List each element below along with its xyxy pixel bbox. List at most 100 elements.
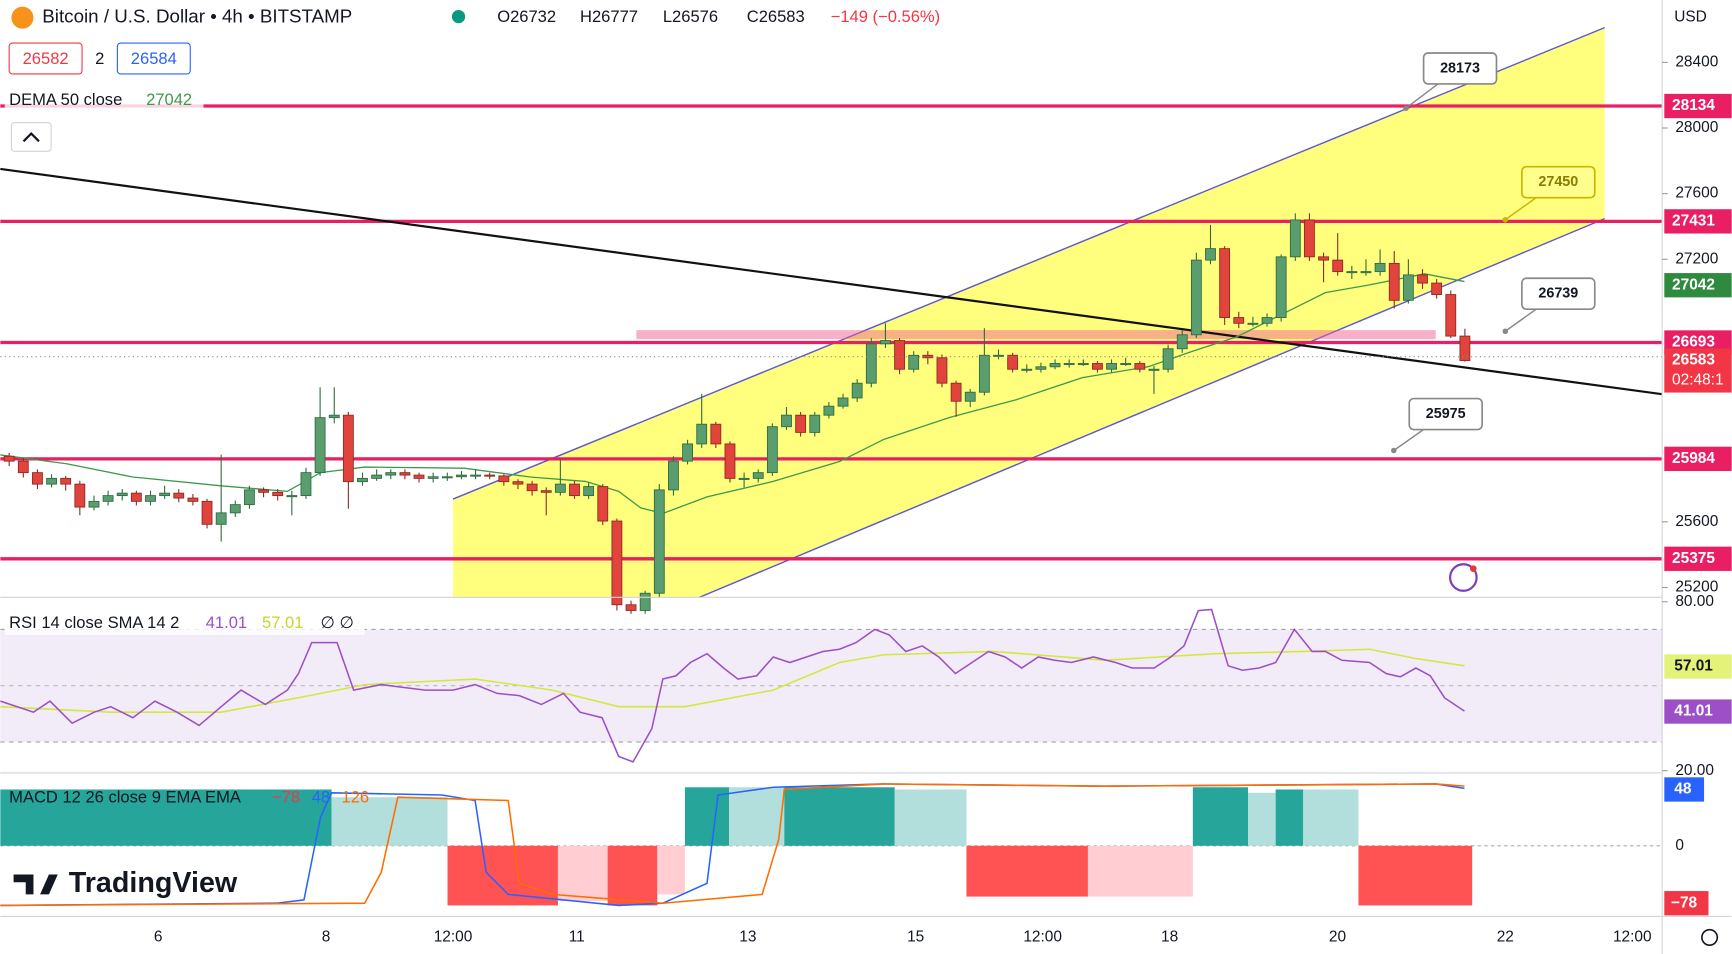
quote-item: C26583	[747, 7, 805, 26]
alert-icon[interactable]	[1449, 563, 1478, 592]
candle-body	[342, 414, 354, 483]
hist-block	[839, 787, 895, 846]
candle-body	[1063, 363, 1075, 366]
candle-body	[328, 414, 340, 419]
rsi-sma-line	[0, 648, 1465, 713]
candle-body	[554, 483, 566, 493]
callout-anchor	[1502, 216, 1509, 223]
level-tag	[1664, 93, 1732, 119]
level-label: 26693	[1672, 334, 1715, 351]
hist-block	[684, 787, 730, 846]
candle-body	[1134, 363, 1146, 370]
macd-label: MACD 12 26 close 9 EMA EMA	[9, 788, 241, 807]
price-axis	[1662, 0, 1732, 954]
candle-body	[766, 426, 778, 474]
channel-lower	[698, 217, 1605, 599]
candle-body	[1021, 368, 1033, 371]
candle-body	[738, 477, 750, 480]
rsi-tick-label: 80.00	[1675, 593, 1714, 610]
candle-body	[710, 423, 722, 445]
rsi-tag	[1664, 699, 1732, 724]
quote-item: −149 (−0.56%)	[831, 7, 940, 26]
candle-body	[314, 417, 326, 474]
y-tick-label: 28400	[1675, 53, 1718, 70]
candle-body	[484, 474, 496, 477]
sell-button[interactable]	[8, 42, 83, 75]
candle-body	[978, 354, 990, 393]
dema-tag-label: 27042	[1672, 276, 1715, 293]
candle-body	[427, 476, 439, 479]
candle-body	[837, 397, 849, 407]
candle-body	[682, 443, 693, 462]
currency: USD	[1674, 9, 1707, 26]
callout-pointer	[1504, 197, 1537, 221]
candle-body	[540, 490, 552, 493]
collapse-button[interactable]	[10, 122, 52, 152]
countdown: 02:48:1	[1672, 371, 1724, 388]
candle-body	[1374, 262, 1386, 273]
legend-bg	[4, 610, 365, 635]
candle-body	[950, 382, 962, 402]
candle-body	[1275, 256, 1287, 318]
candle-body	[371, 474, 383, 479]
candle-body	[3, 455, 15, 462]
callout-pointer	[1393, 428, 1425, 452]
candle-body	[399, 472, 411, 476]
candle-body	[1219, 248, 1231, 318]
level-label: 27431	[1672, 212, 1715, 229]
candle-body	[1431, 282, 1443, 296]
x-tick-label: 12:00	[1613, 929, 1652, 946]
candle-body	[894, 340, 905, 370]
candle-body	[32, 472, 43, 485]
candle-body	[215, 512, 227, 525]
candle-body	[526, 483, 538, 492]
hist-block	[1358, 845, 1473, 906]
macd-hist-tag	[1664, 891, 1709, 916]
x-tick-label: 22	[1497, 929, 1514, 946]
callout-pointer	[1405, 83, 1439, 109]
candle-body	[880, 340, 891, 345]
candle-body	[1417, 274, 1428, 284]
hist-block	[657, 845, 685, 895]
y-tick-label: 27200	[1675, 250, 1718, 267]
candle-body	[244, 489, 255, 506]
buy-button[interactable]	[116, 42, 191, 75]
y-tick-label: 25200	[1675, 579, 1718, 596]
hist-block	[729, 787, 785, 846]
spread: 2	[95, 49, 104, 68]
candle-body	[851, 382, 863, 399]
candle-body	[1304, 219, 1315, 258]
macd-hist-tag-label: −78	[1671, 894, 1698, 911]
candle-body	[173, 492, 185, 499]
candle-body	[102, 495, 114, 502]
x-tick-label: 12:00	[434, 929, 473, 946]
dema-label: DEMA 50 close	[9, 90, 122, 109]
rsi-tick-label: 20.00	[1675, 762, 1714, 779]
settings-icon[interactable]	[1701, 928, 1719, 946]
rsi-tag-label: 41.01	[1674, 703, 1713, 720]
candle-body	[413, 474, 425, 479]
candle-body	[1120, 363, 1132, 366]
macd-value: 48	[312, 788, 330, 807]
x-tick-label: 20	[1329, 929, 1346, 946]
candle-body	[201, 500, 213, 525]
candle-body	[653, 489, 665, 594]
hist-block	[1087, 845, 1193, 897]
symbol-title[interactable]: Bitcoin / U.S. Dollar • 4h • BITSTAMP	[42, 6, 352, 27]
dema-tag	[1664, 273, 1732, 298]
hist-block	[557, 845, 608, 901]
candle-body	[781, 414, 792, 428]
candle-body	[724, 443, 736, 479]
rsi-sma-value: 57.01	[262, 613, 303, 632]
callout-anchor	[1391, 447, 1397, 454]
level-tag	[1664, 209, 1732, 234]
market-status	[451, 9, 466, 24]
x-tick-label: 6	[154, 929, 163, 946]
candle-body	[46, 477, 57, 485]
macd-zero-label: 0	[1675, 837, 1684, 854]
macd-histogram	[0, 787, 1473, 906]
callout-label: 26739	[1538, 286, 1578, 302]
candle-body	[795, 414, 807, 433]
candle-body	[865, 343, 877, 384]
candle-body	[272, 491, 284, 497]
